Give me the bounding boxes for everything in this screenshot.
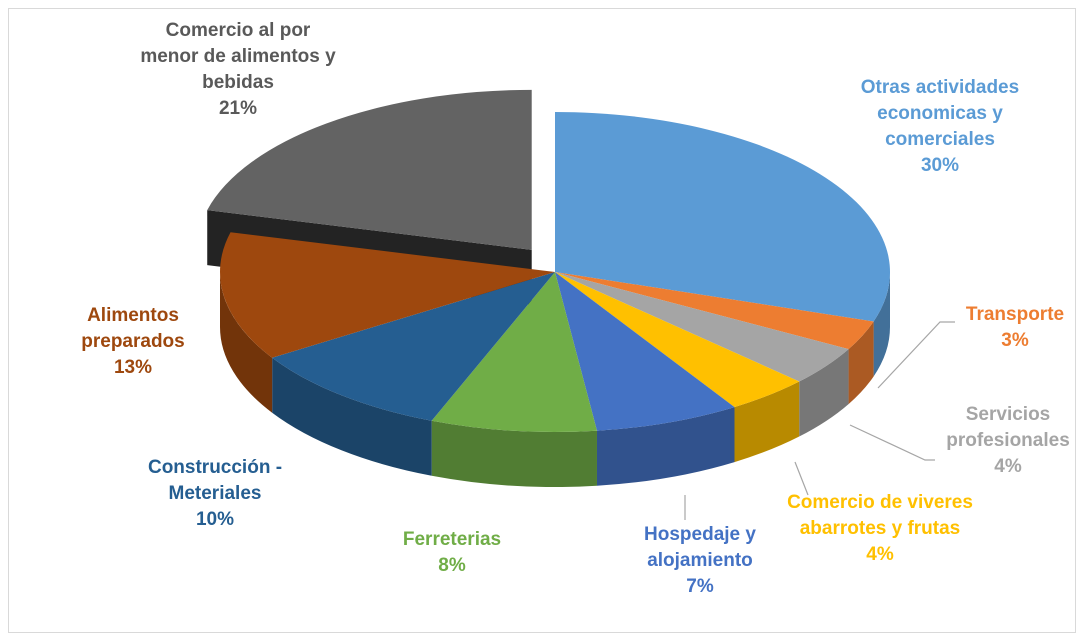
- leader-line: [849, 424, 935, 461]
- category-name: Alimentos preparados: [81, 305, 185, 352]
- slice: [555, 272, 874, 350]
- slice: [555, 272, 800, 408]
- slice: [555, 112, 890, 322]
- value-label: 10%: [195, 509, 235, 530]
- slice-side: [873, 272, 890, 377]
- data-label: Comercio de viveres abarrotes y frutas 4%: [785, 490, 975, 568]
- category-name: Ferreterias: [402, 529, 502, 550]
- category-name: Comercio al por menor de alimentos y beb…: [140, 20, 336, 93]
- data-label: Servicios profesionales 4%: [933, 402, 1083, 480]
- data-label: Transporte 3%: [945, 302, 1084, 354]
- value-label: 8%: [438, 555, 466, 576]
- data-label: Hospedaje y alojamiento 7%: [625, 522, 775, 600]
- value-label: 3%: [1001, 330, 1029, 351]
- slice-side: [734, 381, 800, 463]
- slice: [555, 272, 849, 382]
- data-label: Construcción - Meteriales 10%: [125, 455, 305, 533]
- slice-side: [272, 357, 432, 476]
- data-label: Otras actividades economicas y comercial…: [820, 75, 1060, 179]
- slice-side: [848, 321, 874, 405]
- value-label: 7%: [686, 576, 714, 597]
- slice: [431, 272, 597, 433]
- value-label: 13%: [113, 357, 153, 378]
- value-label: 30%: [920, 155, 960, 176]
- slice-side: [431, 420, 597, 487]
- slice: [555, 272, 735, 431]
- slice: [207, 89, 532, 250]
- slice-side: [596, 407, 735, 486]
- slice: [219, 232, 555, 358]
- leader-lines: [684, 321, 955, 520]
- slice-side: [799, 349, 849, 437]
- leader-line: [877, 321, 955, 389]
- slice-side: [220, 272, 273, 413]
- leader-line: [794, 461, 809, 496]
- value-label: 4%: [994, 456, 1022, 477]
- chart-border: [8, 8, 1076, 633]
- data-label: Comercio al por menor de alimentos y beb…: [138, 18, 338, 122]
- slice: [272, 272, 555, 421]
- value-label: 4%: [866, 544, 894, 565]
- category-name: Comercio de viveres abarrotes y frutas: [787, 492, 973, 539]
- value-label: 21%: [218, 98, 258, 119]
- category-name: Transporte: [965, 304, 1065, 325]
- pie: [207, 89, 890, 487]
- data-label: Ferreterias 8%: [377, 527, 527, 579]
- data-label: Alimentos preparados 13%: [58, 303, 208, 381]
- category-name: Otras actividades economicas y comercial…: [860, 77, 1020, 150]
- category-name: Construcción - Meteriales: [147, 457, 283, 504]
- category-name: Servicios profesionales: [946, 404, 1070, 451]
- category-name: Hospedaje y alojamiento: [644, 524, 756, 571]
